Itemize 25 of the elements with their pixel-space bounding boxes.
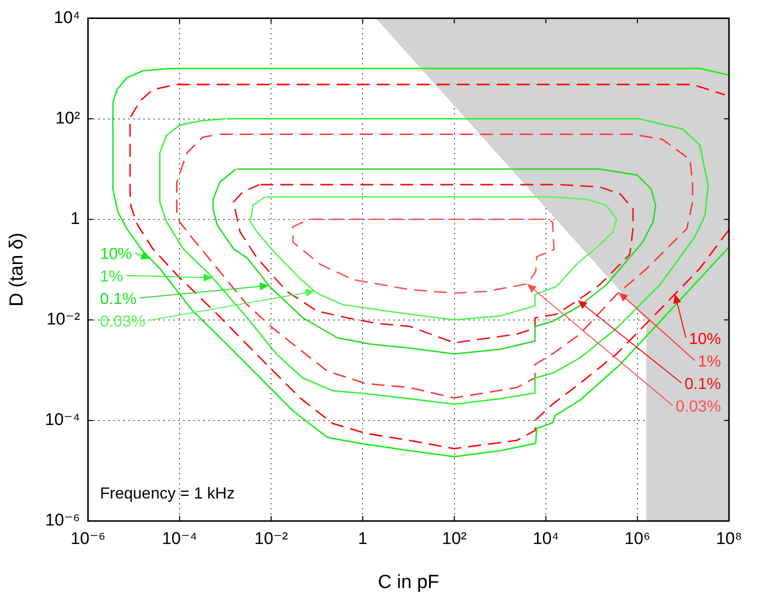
y-tick-label: 10² xyxy=(55,108,80,128)
annotation: Frequency = 1 kHz xyxy=(100,485,235,502)
x-tick-label: 10⁸ xyxy=(716,528,742,548)
x-axis-title: C in pF xyxy=(378,572,440,593)
x-tick-label: 1 xyxy=(358,528,368,548)
legend-label: 10% xyxy=(100,246,132,263)
text: 1% xyxy=(100,268,124,286)
y-axis-title: D (tan δ) xyxy=(6,232,28,307)
x-tick-label: 10² xyxy=(442,528,467,548)
text: 0.1% xyxy=(684,376,721,393)
text: 1% xyxy=(698,354,721,370)
text: 0.03% xyxy=(676,398,721,416)
y-tick-label: 10⁻⁶ xyxy=(45,510,80,530)
text: 10% xyxy=(688,331,721,348)
x-tick-label: 10⁻⁴ xyxy=(162,528,198,548)
y-tick-label: 1 xyxy=(70,209,80,228)
y-tick-label: 10⁻² xyxy=(46,310,80,329)
text: 0.1% xyxy=(100,291,136,308)
text: 0.03% xyxy=(100,314,146,330)
x-tick-label: 10⁶ xyxy=(624,528,650,548)
x-tick-label: 10⁻² xyxy=(254,528,288,548)
x-tick-label: 10⁻⁶ xyxy=(70,528,106,548)
y-tick-label: 10⁻⁴ xyxy=(44,410,80,430)
y-tick-label: 10⁴ xyxy=(54,8,80,27)
x-tick-label: 10⁴ xyxy=(532,528,559,548)
